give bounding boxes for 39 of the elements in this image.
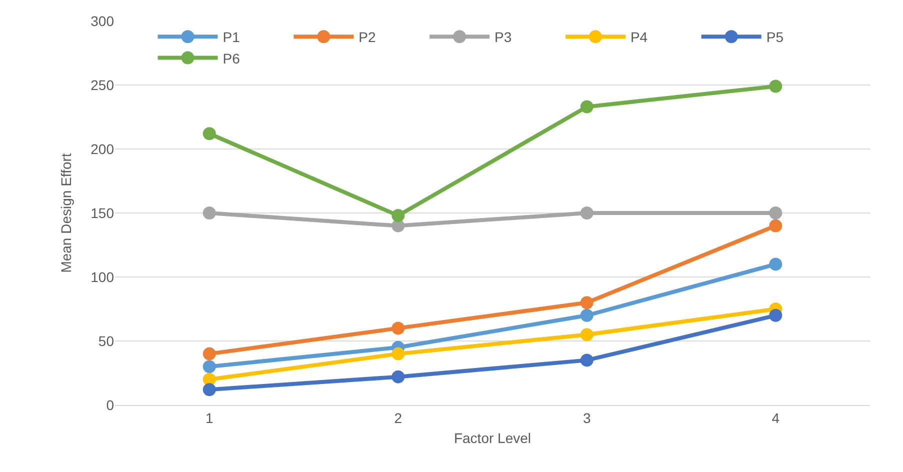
point (580, 328, 594, 342)
y-tick-label: 100 (90, 268, 114, 285)
point (580, 206, 594, 220)
point (769, 206, 782, 220)
x-tick-label: 2 (394, 410, 402, 426)
y-axis-title: Mean Design Effort (58, 153, 74, 273)
point (392, 370, 405, 384)
x-tick-label: 3 (582, 410, 591, 426)
y-tick-label: 200 (90, 140, 114, 157)
point (392, 347, 405, 360)
y-tick-label: 150 (90, 204, 114, 221)
point (769, 308, 782, 322)
point (392, 322, 405, 335)
legend-label: P6 (222, 50, 240, 66)
point (202, 127, 216, 140)
point (769, 219, 782, 232)
legend-label: P5 (766, 29, 784, 46)
y-tick-label: 250 (90, 76, 114, 93)
point (580, 308, 594, 322)
point (392, 209, 405, 222)
y-tick-label: 50 (98, 332, 114, 349)
legend-label: P1 (222, 29, 240, 46)
point (580, 354, 594, 367)
y-tick-label: 0 (106, 396, 114, 413)
point (202, 360, 216, 374)
point (769, 258, 782, 271)
point (769, 80, 782, 93)
point (202, 206, 216, 220)
point (202, 383, 216, 396)
point (202, 347, 216, 360)
legend-label: P4 (630, 29, 648, 46)
x-tick-label: 4 (772, 410, 780, 426)
point (580, 296, 594, 310)
y-tick-label: 300 (90, 12, 114, 29)
x-tick-label: 1 (205, 410, 214, 426)
legend-label: P2 (358, 29, 376, 46)
point (580, 100, 594, 114)
x-axis-title: Factor Level (454, 430, 532, 446)
legend-label: P3 (494, 29, 512, 46)
